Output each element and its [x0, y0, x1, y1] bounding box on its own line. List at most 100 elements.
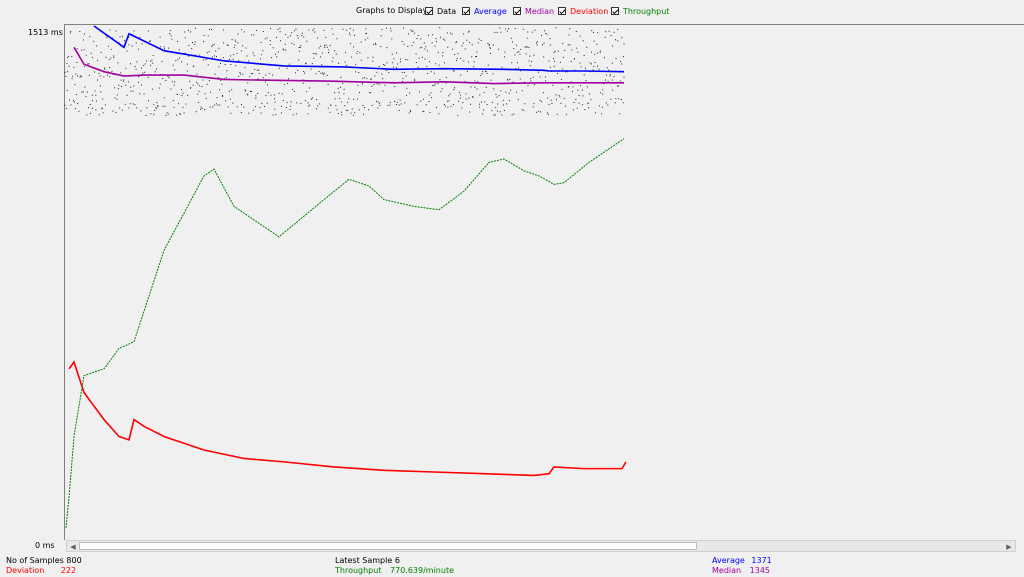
data-point [478, 106, 480, 108]
horizontal-scrollbar[interactable]: ◀ ▶ [66, 540, 1016, 552]
data-point [281, 105, 283, 107]
data-point [476, 88, 478, 90]
data-point [515, 44, 517, 46]
data-point [188, 55, 190, 57]
data-point [593, 40, 595, 42]
data-point [264, 38, 266, 40]
data-point [433, 84, 435, 86]
scroll-thumb[interactable] [79, 542, 697, 550]
data-point [411, 30, 413, 32]
data-point [315, 73, 317, 75]
data-point [540, 35, 542, 37]
data-point [283, 84, 285, 86]
average-checkbox[interactable] [462, 7, 470, 15]
data-point [139, 36, 141, 38]
data-point [524, 103, 526, 105]
median-checkbox[interactable] [513, 7, 521, 15]
data-point [306, 91, 308, 93]
data-point [203, 34, 205, 36]
data-point [520, 48, 522, 50]
legend-data-toggle[interactable]: Data [425, 5, 456, 17]
data-point [164, 48, 166, 50]
data-point [598, 68, 600, 70]
legend-deviation-toggle[interactable]: Deviation [558, 5, 608, 17]
data-point [337, 87, 339, 89]
data-point [248, 112, 250, 114]
data-point [237, 33, 239, 35]
data-point [445, 82, 447, 84]
data-point [266, 102, 268, 104]
data-point [450, 32, 452, 34]
legend-average-toggle[interactable]: Average [462, 5, 507, 17]
data-point [393, 58, 395, 60]
data-point [198, 90, 200, 92]
data-point [617, 28, 619, 30]
data-point [271, 74, 273, 76]
data-point [232, 58, 234, 60]
data-point [467, 61, 469, 63]
data-point [409, 109, 411, 111]
data-point [389, 101, 391, 103]
data-point [373, 44, 375, 46]
data-point [128, 44, 130, 46]
data-point [382, 78, 384, 80]
data-point [124, 40, 126, 42]
data-point [396, 67, 398, 69]
scroll-left-icon[interactable]: ◀ [70, 542, 76, 551]
data-point [476, 51, 478, 53]
scroll-right-icon[interactable]: ▶ [1006, 542, 1012, 551]
data-point [559, 96, 561, 98]
data-point [475, 55, 477, 57]
data-point [219, 104, 221, 106]
data-point [556, 113, 558, 115]
data-point [560, 78, 562, 80]
data-point [415, 62, 417, 64]
data-point [104, 104, 106, 106]
data-point [615, 58, 617, 60]
legend-median-toggle[interactable]: Median [513, 5, 554, 17]
data-point [416, 38, 418, 40]
data-point [231, 89, 233, 91]
data-point [98, 114, 100, 116]
data-point [349, 34, 351, 36]
data-point [545, 80, 547, 82]
data-point [422, 110, 424, 112]
data-point [369, 92, 371, 94]
data-point [595, 112, 597, 114]
data-point [122, 35, 124, 37]
deviation-stat: Deviation 222 [6, 566, 76, 575]
legend-throughput-toggle[interactable]: Throughput [611, 5, 669, 17]
data-point [456, 41, 458, 43]
data-point [149, 64, 151, 66]
data-point [162, 105, 164, 107]
data-point [494, 114, 496, 116]
data-point [606, 67, 608, 69]
data-point [417, 34, 419, 36]
data-point [370, 78, 372, 80]
data-point [222, 95, 224, 97]
data-point [522, 28, 524, 30]
data-point [181, 95, 183, 97]
data-point [365, 33, 367, 35]
data-point [596, 52, 598, 54]
deviation-checkbox[interactable] [558, 7, 566, 15]
data-point [193, 43, 195, 45]
data-point [148, 100, 150, 102]
data-point [93, 40, 95, 42]
data-point [140, 110, 142, 112]
data-point [552, 84, 554, 86]
data-point [345, 109, 347, 111]
throughput-checkbox[interactable] [611, 7, 619, 15]
data-checkbox[interactable] [425, 7, 433, 15]
data-point [487, 64, 489, 66]
data-point [448, 95, 450, 97]
data-point [216, 56, 218, 58]
data-point [276, 37, 278, 39]
data-point [185, 103, 187, 105]
data-point [557, 72, 559, 74]
data-point [333, 50, 335, 52]
data-point [326, 74, 328, 76]
data-point [381, 73, 383, 75]
data-point [401, 40, 403, 42]
data-point [526, 37, 528, 39]
